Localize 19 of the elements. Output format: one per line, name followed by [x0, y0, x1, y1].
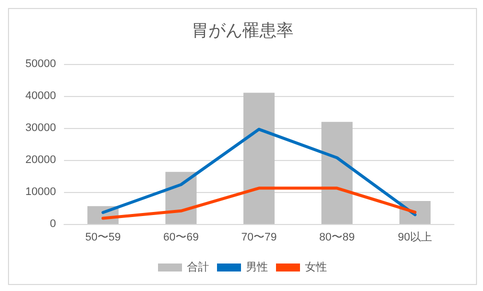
line-series	[102, 128, 416, 216]
y-tick-label: 10000	[25, 186, 56, 198]
bar	[243, 92, 275, 224]
y-tick-label: 40000	[25, 90, 56, 102]
x-tick-label: 80〜89	[319, 232, 355, 244]
y-tick-label: 50000	[25, 58, 56, 70]
x-tick-label: 90以上	[398, 230, 432, 244]
legend-label: 男性	[246, 262, 268, 274]
chart-title: 胃がん罹患率	[192, 21, 294, 40]
bar	[321, 122, 353, 224]
x-tick-label: 50〜59	[85, 232, 121, 244]
y-tick-label: 30000	[25, 122, 56, 134]
x-tick-label: 70〜79	[241, 232, 277, 244]
line-series	[102, 186, 416, 220]
y-tick-label: 20000	[25, 154, 56, 166]
legend-label: 合計	[187, 260, 209, 274]
x-tick-label: 60〜69	[163, 232, 199, 244]
legend-label: 女性	[305, 262, 327, 274]
y-tick-label: 0	[50, 218, 56, 230]
